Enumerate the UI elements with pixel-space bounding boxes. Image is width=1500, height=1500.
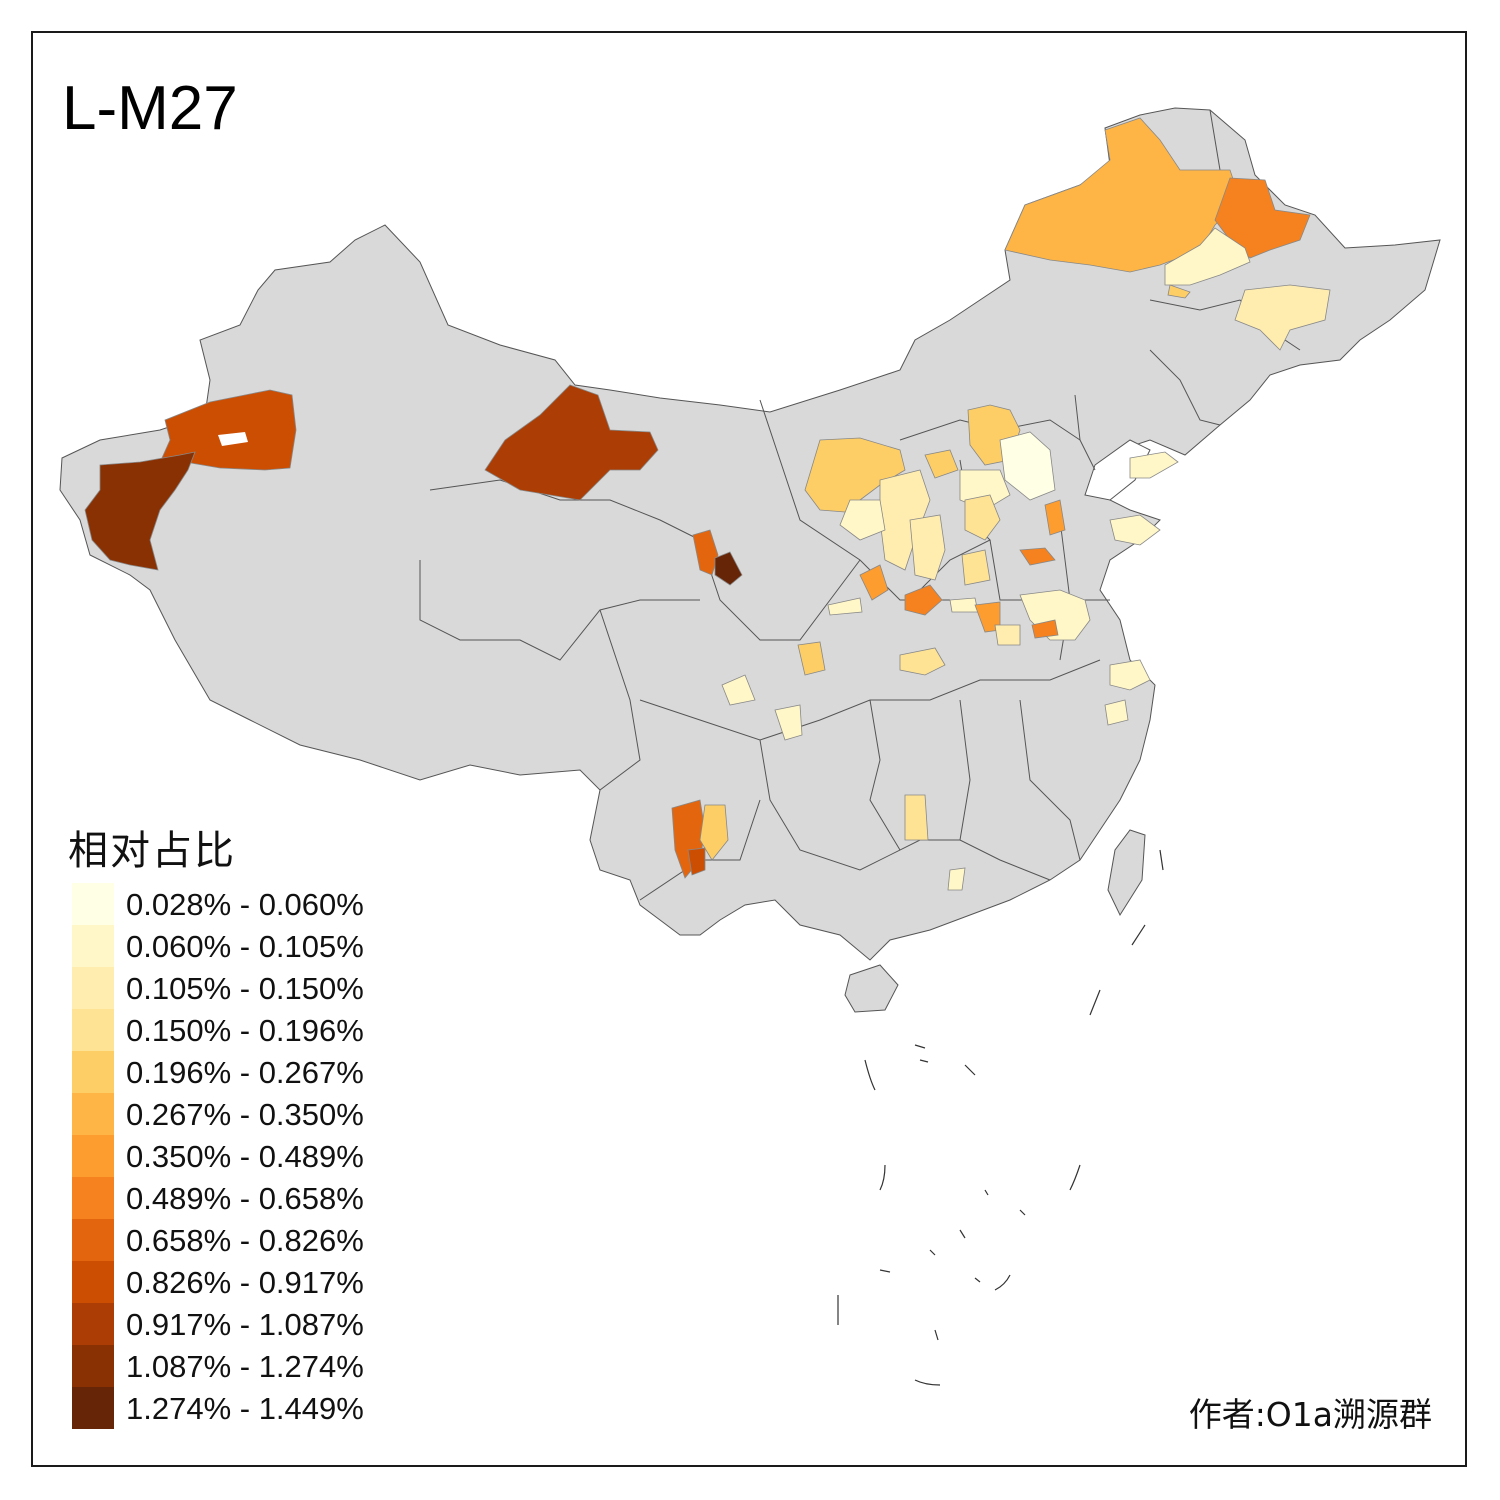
legend-row: 0.658% - 0.826% <box>72 1219 412 1261</box>
legend-swatch <box>72 1387 114 1429</box>
author-credit: 作者:O1a溯源群 <box>1188 1395 1432 1434</box>
colored-regions <box>84 117 1331 891</box>
legend-label: 0.489% - 0.658% <box>126 1181 364 1216</box>
legend-label: 0.105% - 0.150% <box>126 971 364 1006</box>
legend-label: 1.274% - 1.449% <box>126 1391 364 1426</box>
legend-row: 0.028% - 0.060% <box>72 883 412 925</box>
legend-swatch <box>72 1219 114 1261</box>
legend-swatch <box>72 1009 114 1051</box>
legend-row: 0.826% - 0.917% <box>72 1261 412 1303</box>
legend-row: 0.489% - 0.658% <box>72 1177 412 1219</box>
map-frame <box>31 31 1467 1467</box>
legend-swatch <box>72 925 114 967</box>
legend-swatch <box>72 1135 114 1177</box>
legend-label: 0.028% - 0.060% <box>126 887 364 922</box>
legend-row: 0.350% - 0.489% <box>72 1135 412 1177</box>
china-mainland <box>59 107 1441 961</box>
legend-label: 0.267% - 0.350% <box>126 1097 364 1132</box>
hainan-island <box>844 964 899 1013</box>
legend-row: 0.196% - 0.267% <box>72 1051 412 1093</box>
legend-swatch <box>72 1177 114 1219</box>
legend-title: 相对占比 <box>68 828 236 874</box>
legend-row: 0.267% - 0.350% <box>72 1093 412 1135</box>
legend-swatch <box>72 1261 114 1303</box>
taiwan-island <box>1107 829 1146 917</box>
map-title: L-M27 <box>62 74 238 143</box>
legend-label: 0.917% - 1.087% <box>126 1307 364 1342</box>
legend-row: 0.150% - 0.196% <box>72 1009 412 1051</box>
legend-swatch <box>72 1345 114 1387</box>
legend-swatch <box>72 1093 114 1135</box>
south-china-sea-islands <box>837 849 1164 1386</box>
legend-label: 0.658% - 0.826% <box>126 1223 364 1258</box>
legend-label: 0.060% - 0.105% <box>126 929 364 964</box>
legend-label: 0.150% - 0.196% <box>126 1013 364 1048</box>
bohai-sea <box>1084 439 1151 501</box>
legend-swatch <box>72 1303 114 1345</box>
legend-row: 0.917% - 1.087% <box>72 1303 412 1345</box>
legend: 0.028% - 0.060% 0.060% - 0.105% 0.105% - 0… <box>72 883 412 1429</box>
legend-row: 0.060% - 0.105% <box>72 925 412 967</box>
legend-label: 0.826% - 0.917% <box>126 1265 364 1300</box>
legend-label: 0.350% - 0.489% <box>126 1139 364 1174</box>
legend-label: 1.087% - 1.274% <box>126 1349 364 1384</box>
legend-swatch <box>72 883 114 925</box>
legend-swatch <box>72 1051 114 1093</box>
legend-row: 0.105% - 0.150% <box>72 967 412 1009</box>
legend-row: 1.087% - 1.274% <box>72 1345 412 1387</box>
legend-swatch <box>72 967 114 1009</box>
legend-label: 0.196% - 0.267% <box>126 1055 364 1090</box>
legend-row: 1.274% - 1.449% <box>72 1387 412 1429</box>
